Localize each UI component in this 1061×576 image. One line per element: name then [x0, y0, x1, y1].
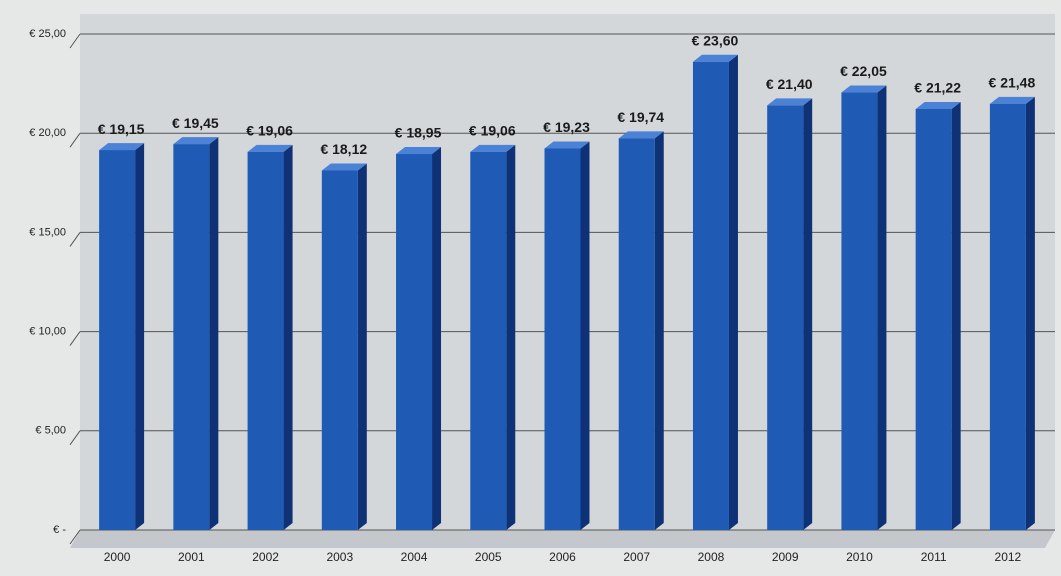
x-tick-label: 2000 — [104, 550, 131, 564]
bar — [767, 105, 804, 530]
x-tick-label: 2011 — [921, 550, 947, 564]
x-tick-label: 2002 — [252, 550, 279, 564]
grid-line-side — [69, 529, 81, 545]
grid-line-side — [69, 331, 81, 346]
bar-side — [580, 141, 590, 530]
grid-line-side — [69, 430, 81, 446]
bar-side — [209, 137, 219, 530]
grid-line-side — [69, 132, 81, 148]
bar — [841, 92, 878, 530]
x-tick-label: 2003 — [326, 550, 353, 564]
bar-top — [470, 144, 516, 152]
x-tick-label: 2009 — [772, 550, 799, 564]
bar-side — [1025, 96, 1035, 531]
value-label: € 19,23 — [543, 119, 590, 135]
bar-top — [915, 101, 961, 109]
grid-line-side — [69, 232, 81, 247]
bar-side — [877, 85, 887, 530]
bar — [247, 151, 284, 530]
bar — [618, 138, 655, 530]
y-tick-label: € 15,00 — [29, 226, 66, 238]
bar-side — [803, 98, 813, 530]
bar-top — [247, 144, 293, 152]
bar-top — [692, 54, 738, 62]
y-tick-label: € 10,00 — [29, 326, 66, 338]
x-tick-label: 2001 — [178, 550, 205, 564]
bar-top — [544, 141, 590, 149]
bar-side — [654, 131, 664, 530]
bar-side — [357, 163, 367, 530]
bar-top — [396, 147, 442, 155]
bar-side — [283, 144, 293, 530]
bar-side — [728, 54, 738, 530]
bar-side — [506, 144, 516, 530]
x-tick-label: 2012 — [995, 550, 1022, 564]
value-label: € 21,22 — [914, 80, 961, 96]
bar — [470, 151, 507, 530]
bar-side — [432, 147, 442, 531]
value-label: € 19,06 — [469, 123, 516, 139]
bar-side — [135, 143, 145, 530]
value-label: € 21,40 — [766, 76, 813, 92]
bar — [544, 148, 581, 530]
value-label: € 19,45 — [172, 115, 219, 131]
value-label: € 18,95 — [395, 125, 442, 141]
x-tick-label: 2008 — [698, 550, 725, 564]
value-label: € 19,74 — [617, 109, 664, 125]
value-label: € 23,60 — [692, 32, 739, 48]
bar-top — [173, 137, 219, 145]
y-tick-label: € 5,00 — [35, 425, 66, 437]
x-tick-label: 2005 — [475, 550, 502, 564]
bar-top — [841, 85, 887, 93]
x-tick-label: 2010 — [846, 550, 873, 564]
x-tick-label: 2007 — [623, 550, 650, 564]
bar-top — [618, 131, 664, 139]
y-tick-label: € 25,00 — [29, 28, 66, 40]
bar — [173, 144, 210, 530]
bar — [321, 170, 358, 530]
bar-top — [321, 163, 367, 171]
bar — [915, 108, 952, 530]
bar-top — [989, 96, 1035, 104]
bar — [989, 103, 1026, 531]
bar-top — [99, 143, 145, 151]
y-tick-label: € 20,00 — [29, 127, 66, 139]
x-tick-label: 2004 — [401, 550, 428, 564]
grid-line-side — [69, 33, 81, 49]
value-label: € 22,05 — [840, 63, 887, 79]
bar — [99, 150, 136, 530]
bar-side — [951, 101, 961, 530]
value-label: € 19,15 — [98, 121, 145, 137]
value-label: € 21,48 — [989, 75, 1036, 91]
bar — [692, 61, 729, 530]
x-tick-label: 2006 — [549, 550, 576, 564]
bar — [396, 154, 433, 531]
bar-top — [767, 98, 813, 106]
y-tick-label: € - — [53, 524, 66, 536]
value-label: € 18,12 — [320, 141, 367, 157]
plot-floor — [70, 530, 1055, 548]
value-label: € 19,06 — [246, 123, 293, 139]
